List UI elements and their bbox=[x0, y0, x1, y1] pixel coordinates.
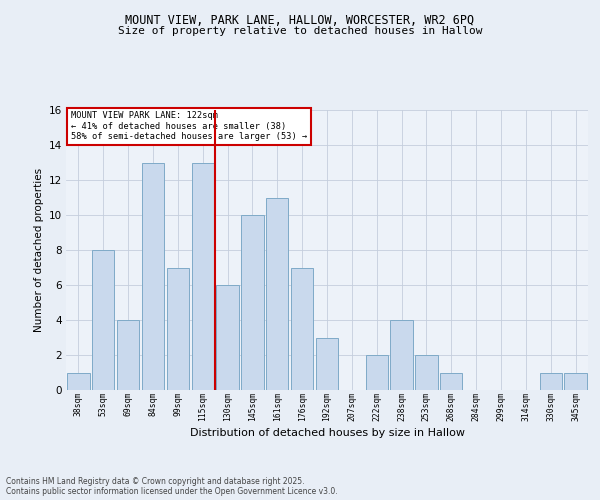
Bar bbox=[291, 268, 313, 390]
Text: MOUNT VIEW PARK LANE: 122sqm
← 41% of detached houses are smaller (38)
58% of se: MOUNT VIEW PARK LANE: 122sqm ← 41% of de… bbox=[71, 112, 307, 141]
Bar bbox=[167, 268, 189, 390]
Bar bbox=[241, 215, 263, 390]
Bar bbox=[217, 285, 239, 390]
Bar bbox=[391, 320, 413, 390]
Bar bbox=[142, 162, 164, 390]
Bar bbox=[191, 162, 214, 390]
Bar bbox=[365, 355, 388, 390]
X-axis label: Distribution of detached houses by size in Hallow: Distribution of detached houses by size … bbox=[190, 428, 464, 438]
Bar bbox=[440, 372, 463, 390]
Bar bbox=[316, 338, 338, 390]
Bar bbox=[415, 355, 437, 390]
Bar bbox=[67, 372, 89, 390]
Text: Size of property relative to detached houses in Hallow: Size of property relative to detached ho… bbox=[118, 26, 482, 36]
Text: Contains public sector information licensed under the Open Government Licence v3: Contains public sector information licen… bbox=[6, 487, 338, 496]
Y-axis label: Number of detached properties: Number of detached properties bbox=[34, 168, 44, 332]
Bar bbox=[565, 372, 587, 390]
Bar bbox=[539, 372, 562, 390]
Bar bbox=[92, 250, 115, 390]
Text: MOUNT VIEW, PARK LANE, HALLOW, WORCESTER, WR2 6PQ: MOUNT VIEW, PARK LANE, HALLOW, WORCESTER… bbox=[125, 14, 475, 27]
Text: Contains HM Land Registry data © Crown copyright and database right 2025.: Contains HM Land Registry data © Crown c… bbox=[6, 477, 305, 486]
Bar bbox=[117, 320, 139, 390]
Bar bbox=[266, 198, 289, 390]
